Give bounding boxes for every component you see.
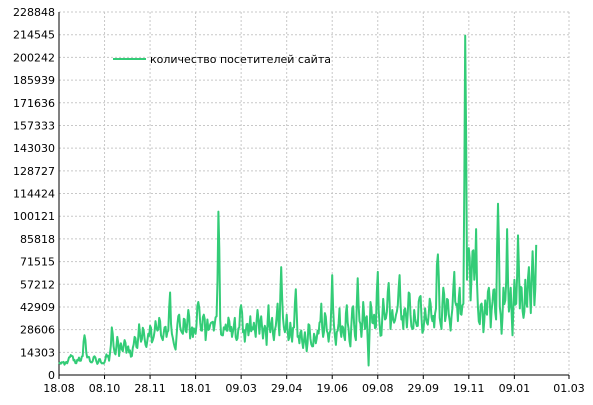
x-tick-label: 29.04	[271, 382, 303, 395]
x-tick-label: 19.11	[453, 382, 485, 395]
y-tick-label: 214545	[13, 29, 55, 42]
y-tick-label: 185939	[13, 74, 55, 87]
x-tick-label: 09.03	[225, 382, 257, 395]
series-line	[58, 34, 538, 367]
y-axis-tick-labels: 228848 214545 200242 185939 171636 157333 1430…	[13, 6, 55, 382]
y-tick-label: 42909	[20, 301, 55, 314]
x-tick-label: 19.06	[316, 382, 348, 395]
y-tick-label: 157333	[13, 119, 55, 132]
y-tick-label: 0	[48, 369, 55, 382]
x-tick-label: 09.08	[362, 382, 394, 395]
x-tick-label: 18.08	[43, 382, 75, 395]
y-tick-label: 114424	[13, 188, 55, 201]
y-tick-label: 128727	[13, 165, 55, 178]
x-axis-tick-labels: 18.08 08.10 28.11 18.01 09.03 29.04 19.06 09.08…	[43, 382, 585, 395]
y-tick-label: 57212	[20, 278, 55, 291]
axes	[58, 12, 570, 379]
y-tick-label: 28606	[20, 324, 55, 337]
series	[58, 34, 538, 367]
legend: количество посетителей сайта	[113, 53, 331, 66]
x-tick-label: 08.10	[89, 382, 121, 395]
y-tick-label: 14303	[20, 346, 55, 359]
x-tick-label: 09.01	[499, 382, 531, 395]
y-tick-label: 143030	[13, 142, 55, 155]
y-tick-label: 71515	[20, 256, 55, 269]
legend-label: количество посетителей сайта	[150, 53, 331, 66]
x-tick-label: 01.03	[553, 382, 585, 395]
x-tick-label: 18.01	[180, 382, 212, 395]
y-tick-label: 100121	[13, 210, 55, 223]
y-tick-label: 200242	[13, 51, 55, 64]
x-tick-label: 29.09	[408, 382, 440, 395]
y-tick-label: 85818	[20, 233, 55, 246]
y-tick-label: 171636	[13, 97, 55, 110]
y-tick-label: 228848	[13, 6, 55, 19]
x-tick-label: 28.11	[134, 382, 166, 395]
